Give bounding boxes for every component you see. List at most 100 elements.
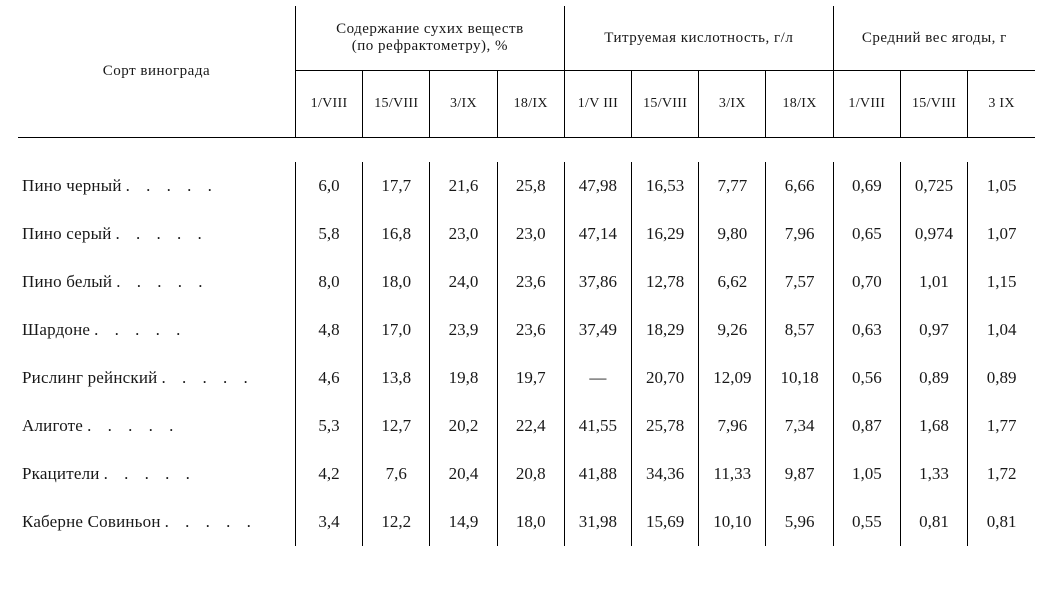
value-cell: 0,81	[968, 498, 1035, 546]
leader-dots: . . . . .	[90, 320, 186, 339]
value-cell: 20,4	[430, 450, 497, 498]
value-cell: 0,56	[833, 354, 900, 402]
header-date: 18/IX	[497, 71, 564, 138]
value-cell: 25,8	[497, 162, 564, 210]
value-cell: 1,77	[968, 402, 1035, 450]
leader-dots: . . . . .	[122, 176, 218, 195]
variety-name: Шардоне. . . . .	[18, 306, 295, 354]
value-cell: 4,6	[295, 354, 362, 402]
header-date: 1/VIII	[833, 71, 900, 138]
value-cell: 0,69	[833, 162, 900, 210]
header-date: 15/VIII	[632, 71, 699, 138]
table-row: Алиготе. . . . .5,312,720,222,441,5525,7…	[18, 402, 1035, 450]
value-cell: 21,6	[430, 162, 497, 210]
table-body: Пино черный. . . . .6,017,721,625,847,98…	[18, 162, 1035, 546]
value-cell: 23,6	[497, 306, 564, 354]
header-date: 3/IX	[699, 71, 766, 138]
value-cell: 20,70	[632, 354, 699, 402]
value-cell: 34,36	[632, 450, 699, 498]
header-date: 15/VIII	[900, 71, 967, 138]
value-cell: 41,88	[564, 450, 631, 498]
value-cell: 25,78	[632, 402, 699, 450]
value-cell: 6,0	[295, 162, 362, 210]
header-group-acidity: Титруемая кислотность, г/л	[564, 6, 833, 71]
value-cell: 7,34	[766, 402, 833, 450]
value-cell: 1,68	[900, 402, 967, 450]
value-cell: 9,26	[699, 306, 766, 354]
value-cell: 8,0	[295, 258, 362, 306]
leader-dots: . . . . .	[112, 272, 208, 291]
header-date: 3/IX	[430, 71, 497, 138]
value-cell: 7,96	[766, 210, 833, 258]
variety-name: Каберне Совиньон. . . . .	[18, 498, 295, 546]
value-cell: 1,01	[900, 258, 967, 306]
variety-name: Алиготе. . . . .	[18, 402, 295, 450]
variety-name: Пино белый. . . . .	[18, 258, 295, 306]
value-cell: 47,98	[564, 162, 631, 210]
value-cell: 4,2	[295, 450, 362, 498]
value-cell: 7,77	[699, 162, 766, 210]
value-cell: 18,29	[632, 306, 699, 354]
header-date: 1/V III	[564, 71, 631, 138]
header-variety: Сорт винограда	[18, 6, 295, 138]
value-cell: 41,55	[564, 402, 631, 450]
value-cell: —	[564, 354, 631, 402]
value-cell: 10,10	[699, 498, 766, 546]
value-cell: 0,65	[833, 210, 900, 258]
value-cell: 1,05	[833, 450, 900, 498]
value-cell: 20,2	[430, 402, 497, 450]
value-cell: 16,8	[363, 210, 430, 258]
value-cell: 4,8	[295, 306, 362, 354]
table-row: Пино черный. . . . .6,017,721,625,847,98…	[18, 162, 1035, 210]
value-cell: 0,87	[833, 402, 900, 450]
table-header: Сорт винограда Содержание сухих веществ …	[18, 6, 1035, 138]
table-row: Ркацители. . . . .4,27,620,420,841,8834,…	[18, 450, 1035, 498]
value-cell: 12,7	[363, 402, 430, 450]
value-cell: 12,2	[363, 498, 430, 546]
value-cell: 0,89	[900, 354, 967, 402]
value-cell: 17,7	[363, 162, 430, 210]
header-date: 18/IX	[766, 71, 833, 138]
value-cell: 1,07	[968, 210, 1035, 258]
variety-name: Рислинг рейнский. . . . .	[18, 354, 295, 402]
value-cell: 0,70	[833, 258, 900, 306]
value-cell: 17,0	[363, 306, 430, 354]
table-row: Пино белый. . . . .8,018,024,023,637,861…	[18, 258, 1035, 306]
value-cell: 6,62	[699, 258, 766, 306]
value-cell: 5,8	[295, 210, 362, 258]
value-cell: 0,63	[833, 306, 900, 354]
value-cell: 12,09	[699, 354, 766, 402]
value-cell: 7,96	[699, 402, 766, 450]
value-cell: 18,0	[497, 498, 564, 546]
value-cell: 23,0	[497, 210, 564, 258]
value-cell: 9,80	[699, 210, 766, 258]
variety-name: Ркацители. . . . .	[18, 450, 295, 498]
value-cell: 18,0	[363, 258, 430, 306]
value-cell: 16,29	[632, 210, 699, 258]
leader-dots: . . . . .	[161, 512, 257, 531]
variety-name: Пино серый. . . . .	[18, 210, 295, 258]
value-cell: 1,04	[968, 306, 1035, 354]
value-cell: 37,49	[564, 306, 631, 354]
table-row: Шардоне. . . . .4,817,023,923,637,4918,2…	[18, 306, 1035, 354]
table-row: Рислинг рейнский. . . . .4,613,819,819,7…	[18, 354, 1035, 402]
leader-dots: . . . . .	[157, 368, 253, 387]
value-cell: 3,4	[295, 498, 362, 546]
value-cell: 10,18	[766, 354, 833, 402]
value-cell: 1,72	[968, 450, 1035, 498]
header-date: 1/VIII	[295, 71, 362, 138]
value-cell: 16,53	[632, 162, 699, 210]
header-rule	[18, 138, 1035, 163]
value-cell: 0,81	[900, 498, 967, 546]
value-cell: 5,96	[766, 498, 833, 546]
header-group-weight: Средний вес ягоды, г	[833, 6, 1035, 71]
value-cell: 19,8	[430, 354, 497, 402]
value-cell: 7,57	[766, 258, 833, 306]
variety-name: Пино черный. . . . .	[18, 162, 295, 210]
value-cell: 12,78	[632, 258, 699, 306]
value-cell: 8,57	[766, 306, 833, 354]
value-cell: 1,15	[968, 258, 1035, 306]
value-cell: 0,97	[900, 306, 967, 354]
value-cell: 9,87	[766, 450, 833, 498]
value-cell: 15,69	[632, 498, 699, 546]
